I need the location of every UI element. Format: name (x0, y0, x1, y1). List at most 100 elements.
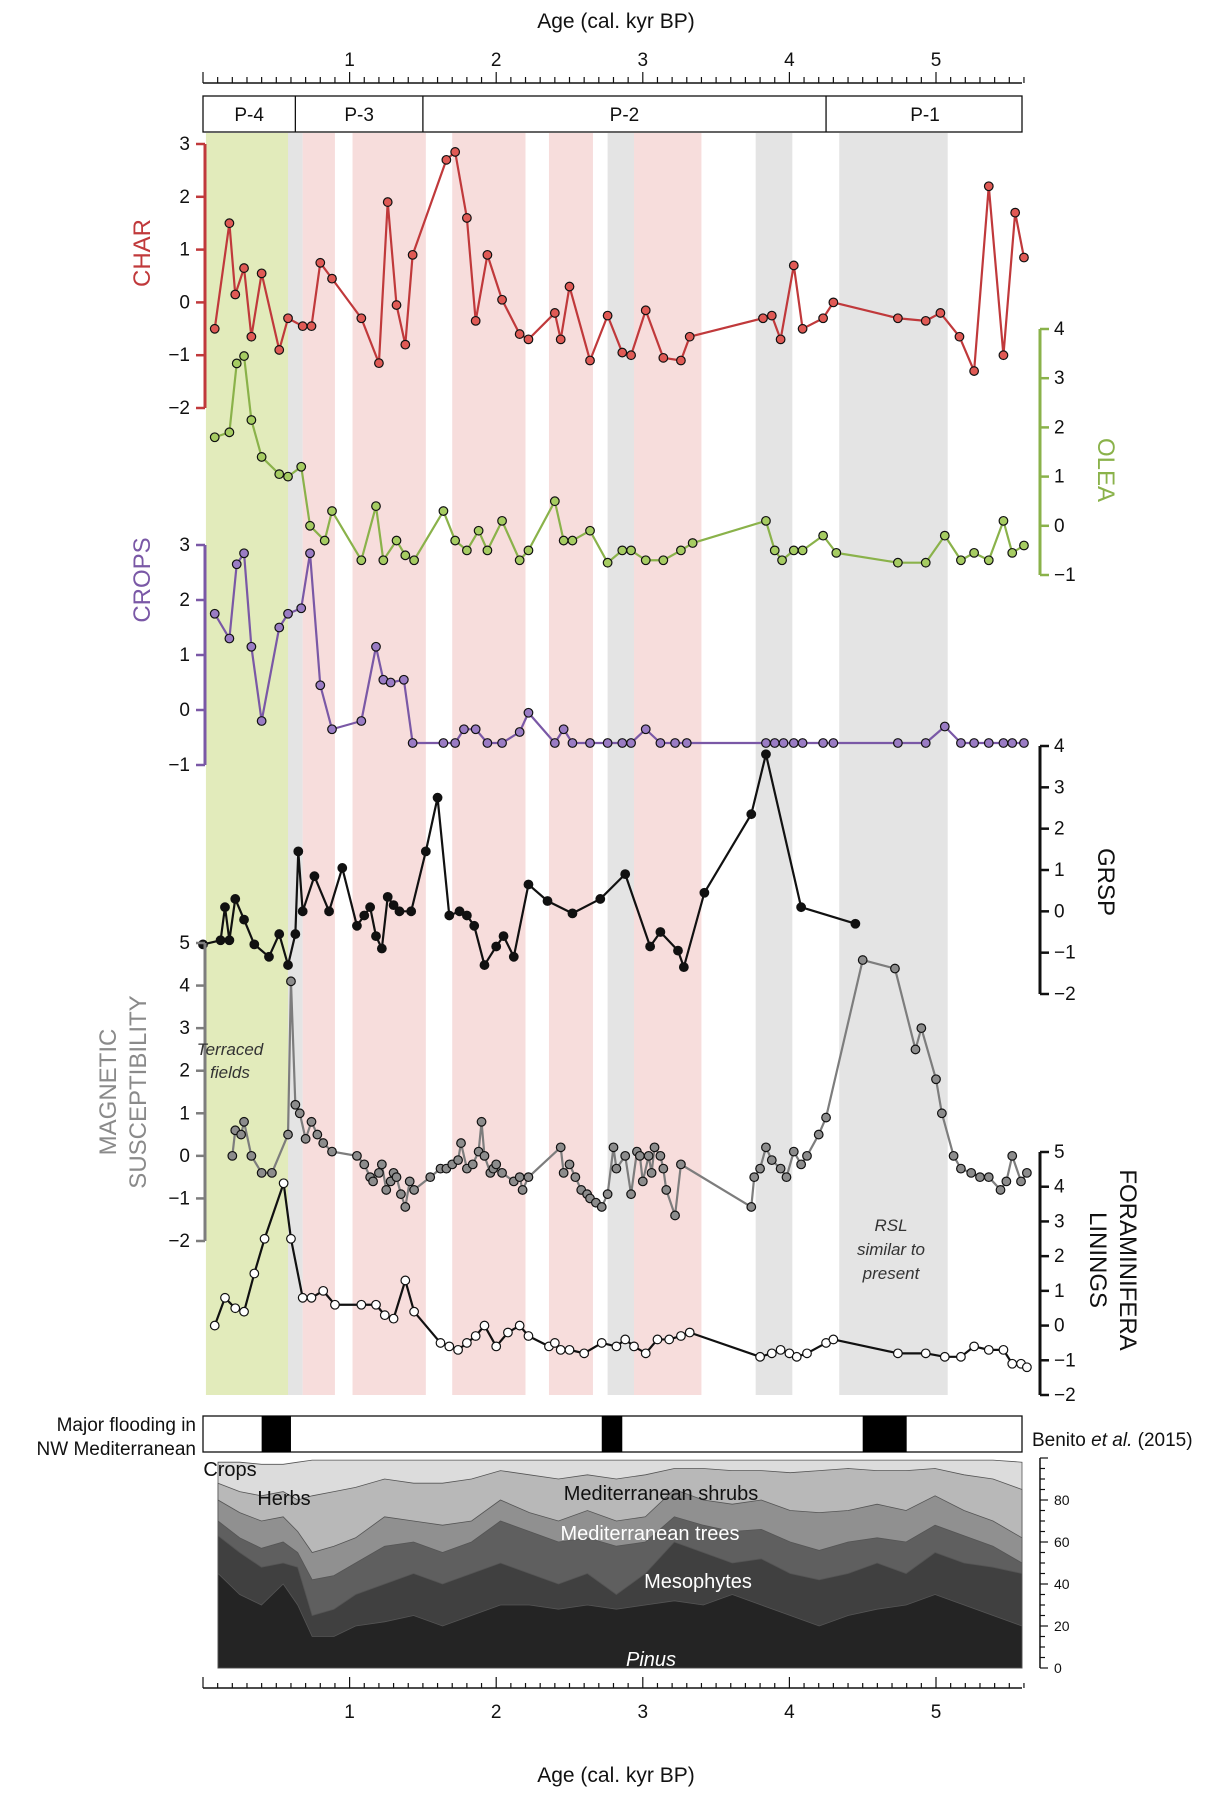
axis-tick-label-3: 1 (1054, 860, 1065, 881)
series-point-4 (381, 1185, 392, 1195)
series-point-3 (645, 941, 656, 952)
axis-tick-label-4: 2 (179, 1061, 190, 1082)
series-point-3 (297, 906, 308, 917)
flooding-label-2: NW Mediterranean (37, 1439, 196, 1460)
series-point-4 (620, 1150, 631, 1161)
series-point-3 (215, 935, 226, 946)
pollen-axis-label-20: 20 (1054, 1618, 1070, 1634)
series-point-2 (231, 559, 242, 570)
series-point-4 (453, 1155, 463, 1166)
series-point-4 (558, 1167, 569, 1178)
series-point-0 (470, 315, 481, 326)
series-point-1 (788, 545, 799, 556)
series-point-1 (658, 555, 669, 566)
series-point-3 (388, 900, 399, 911)
bottom-tick-label-3: 3 (638, 1702, 649, 1723)
pollen-label-crops: Crops (203, 1459, 256, 1481)
series-point-0 (441, 154, 452, 165)
series-point-4 (396, 1189, 406, 1200)
series-point-5 (920, 1348, 931, 1359)
series-point-4 (479, 1150, 490, 1161)
series-point-3 (796, 902, 807, 913)
axis-tick-label-0: −1 (168, 345, 190, 366)
bottom-tick-label-2: 2 (491, 1702, 502, 1723)
shade-pink-4 (634, 133, 702, 1395)
axis-tick-label-4: 5 (179, 933, 190, 954)
series-point-2 (482, 738, 493, 748)
pollen-axis-label-80: 80 (1054, 1492, 1070, 1508)
series-point-5 (640, 1348, 651, 1359)
series-point-2 (356, 716, 367, 726)
series-point-4 (655, 1150, 666, 1161)
olea-label: OLEA (1092, 438, 1119, 502)
series-point-4 (409, 1185, 420, 1195)
series-point-0 (969, 366, 980, 376)
series-point-1 (687, 538, 698, 548)
series-point-2 (998, 738, 1009, 748)
pollen-label-trees: Mediterranean trees (561, 1523, 740, 1545)
zone-label-P-4: P-4 (234, 105, 264, 126)
series-point-4 (755, 1163, 765, 1174)
series-point-4 (476, 1116, 487, 1127)
series-point-1 (1007, 547, 1018, 558)
series-point-5 (379, 1310, 390, 1321)
axis-tick-label-4: −1 (168, 1188, 190, 1209)
top-tick-label-2: 2 (491, 50, 502, 71)
series-point-2 (549, 738, 560, 748)
pollen-label-herbs: Herbs (257, 1488, 310, 1510)
series-point-4 (391, 1172, 402, 1183)
series-point-5 (400, 1275, 411, 1286)
series-point-5 (564, 1344, 575, 1355)
series-point-1 (818, 530, 829, 541)
magnetic-susceptibility-label-2: SUSCEPTIBILITY (125, 995, 152, 1188)
top-age-axis: 1 2 3 4 5 (202, 50, 1025, 84)
terraced-fields-note-1: Terraced (197, 1040, 264, 1059)
flood-event-0 (261, 1416, 291, 1452)
series-point-3 (309, 871, 320, 882)
series-point-4 (239, 1116, 249, 1127)
series-point-4 (456, 1138, 466, 1148)
series-point-5 (278, 1178, 289, 1189)
series-point-3 (324, 906, 334, 917)
series-point-2 (778, 738, 789, 748)
axis-tick-label-5: 5 (1054, 1142, 1065, 1163)
series-point-1 (567, 535, 578, 546)
series-point-2 (818, 738, 829, 748)
pollen-label-shrubs: Mediterranean shrubs (564, 1483, 759, 1505)
series-point-1 (296, 461, 307, 472)
series-point-1 (224, 427, 235, 438)
series-point-1 (209, 432, 220, 443)
proxy-series (198, 147, 1032, 1373)
series-point-3 (444, 910, 455, 921)
flood-event-2 (862, 1416, 907, 1452)
series-point-4 (352, 1150, 362, 1161)
series-point-2 (681, 738, 692, 748)
series-point-2 (670, 738, 680, 748)
series-point-0 (461, 213, 472, 223)
series-point-1 (497, 515, 507, 526)
series-point-3 (746, 809, 757, 820)
bottom-tick-label-4: 4 (784, 1702, 795, 1723)
series-point-2 (274, 622, 285, 633)
series-point-0 (239, 263, 249, 273)
series-point-4 (658, 1163, 669, 1174)
flooding-label-1: Major flooding in (57, 1415, 196, 1436)
shade-grey-1 (607, 133, 635, 1395)
series-point-0 (626, 350, 636, 361)
top-tick-label-4: 4 (784, 50, 795, 71)
zone-label-P-3: P-3 (344, 105, 374, 126)
series-point-5 (629, 1341, 639, 1352)
series-point-3 (224, 935, 235, 946)
series-point-4 (491, 1159, 502, 1170)
series-point-5 (297, 1292, 308, 1303)
series-point-5 (983, 1344, 994, 1355)
char-label: CHAR (129, 219, 156, 287)
series-point-5 (969, 1341, 980, 1352)
series-point-5 (775, 1344, 786, 1355)
series-point-4 (661, 1185, 672, 1195)
series-point-3 (595, 894, 606, 904)
series-point-4 (570, 1172, 581, 1183)
series-point-0 (514, 329, 525, 339)
series-point-5 (435, 1338, 446, 1348)
